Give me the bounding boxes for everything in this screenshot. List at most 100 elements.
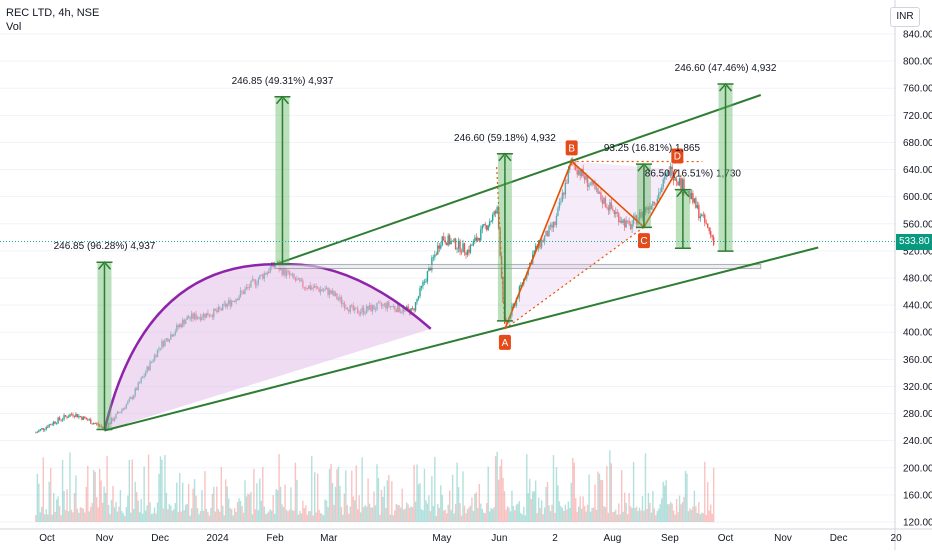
volume-bar xyxy=(403,510,404,522)
candle-body xyxy=(482,226,483,229)
symbol-title[interactable]: REC LTD, 4h, NSE xyxy=(6,6,99,20)
candle-body xyxy=(78,416,79,417)
candle-body xyxy=(465,253,466,255)
volume-bar xyxy=(575,498,576,522)
volume-bar xyxy=(366,507,367,522)
volume-bar xyxy=(531,499,532,522)
volume-bar xyxy=(108,505,109,522)
volume-bar xyxy=(241,506,242,522)
volume-bar xyxy=(181,511,182,522)
support-zone xyxy=(275,264,761,268)
volume-bar xyxy=(353,497,354,522)
candle-body xyxy=(62,419,63,420)
volume-bar xyxy=(538,498,539,522)
volume-bar xyxy=(390,515,391,522)
volume-bar xyxy=(621,470,622,522)
volume-bar xyxy=(495,456,496,522)
volume-bar xyxy=(627,514,628,522)
volume-bar xyxy=(633,462,634,522)
currency-badge[interactable]: INR xyxy=(890,7,920,27)
volume-bar xyxy=(477,508,478,522)
volume-bar xyxy=(127,496,128,522)
price-tick-label: 680.00 xyxy=(903,138,932,149)
volume-bar xyxy=(369,504,370,522)
volume-bar xyxy=(385,508,386,522)
volume-bar xyxy=(673,511,674,522)
candle-body xyxy=(461,252,462,253)
volume-bar xyxy=(692,507,693,522)
volume-bar xyxy=(562,508,563,522)
candle-body xyxy=(468,250,469,253)
volume-bar xyxy=(655,515,656,522)
volume-bar xyxy=(189,516,190,522)
volume-bar xyxy=(74,493,75,522)
volume-bar xyxy=(201,490,202,522)
volume-bar xyxy=(195,496,196,522)
time-tick-label: 2024 xyxy=(206,533,229,544)
candle-body xyxy=(470,245,471,253)
time-tick-label: 20 xyxy=(891,533,903,544)
candle-body xyxy=(442,237,443,246)
volume-bar xyxy=(249,494,250,522)
volume-bar xyxy=(97,507,98,522)
volume-bar xyxy=(482,509,483,522)
volume-bar xyxy=(710,504,711,522)
volume-bar xyxy=(410,506,411,522)
volume-label[interactable]: Vol xyxy=(6,20,99,34)
volume-bar xyxy=(373,491,374,522)
volume-bar xyxy=(272,495,273,522)
price-tick-label: 320.00 xyxy=(903,382,932,393)
volume-bar xyxy=(318,510,319,522)
volume-bar xyxy=(204,471,205,522)
volume-bar xyxy=(261,501,262,522)
candle-body xyxy=(38,430,39,432)
volume-bar xyxy=(50,468,51,522)
volume-bar xyxy=(402,489,403,522)
candle-body xyxy=(74,416,75,417)
candle-body xyxy=(704,215,705,223)
candle-body xyxy=(701,215,702,217)
volume-bar xyxy=(283,507,284,522)
volume-bar xyxy=(258,510,259,522)
candle-body xyxy=(80,416,81,417)
volume-bar xyxy=(307,514,308,522)
volume-bar xyxy=(697,513,698,522)
volume-bar xyxy=(488,467,489,522)
candle-body xyxy=(474,238,475,241)
volume-bar xyxy=(428,495,429,522)
volume-bar xyxy=(381,490,382,522)
volume-bar xyxy=(666,480,667,522)
volume-bar xyxy=(529,479,530,522)
price-tick-label: 360.00 xyxy=(903,355,932,366)
volume-bar xyxy=(603,506,604,522)
volume-bar xyxy=(585,512,586,522)
volume-bar xyxy=(663,482,664,522)
volume-bar xyxy=(136,492,137,522)
volume-bar xyxy=(577,512,578,522)
volume-bar xyxy=(342,515,343,522)
volume-bar xyxy=(654,508,655,522)
candle-body xyxy=(697,205,698,208)
volume-bar xyxy=(255,509,256,522)
volume-bar xyxy=(212,494,213,522)
volume-bar xyxy=(304,508,305,522)
volume-bar xyxy=(139,512,140,522)
volume-bar xyxy=(229,508,230,522)
candle-body xyxy=(86,418,87,419)
volume-bar xyxy=(679,496,680,522)
volume-bar xyxy=(668,504,669,522)
volume-bar xyxy=(160,456,161,522)
volume-bar xyxy=(191,508,192,522)
volume-bar xyxy=(646,509,647,522)
volume-bar xyxy=(528,493,529,522)
volume-bar xyxy=(329,469,330,522)
volume-bar xyxy=(43,457,44,522)
volume-bar xyxy=(520,513,521,522)
volume-bar xyxy=(691,510,692,522)
candle-body xyxy=(50,424,51,425)
volume-bar xyxy=(96,497,97,522)
volume-bar xyxy=(391,481,392,522)
price-tick-label: 400.00 xyxy=(903,328,932,339)
